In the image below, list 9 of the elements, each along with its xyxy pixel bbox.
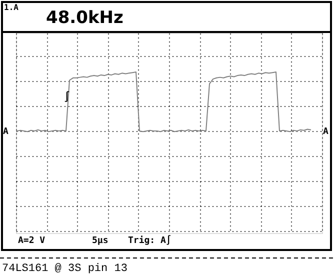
text: Trig: A∫ bbox=[128, 234, 172, 246]
text: A=2 V bbox=[18, 236, 46, 246]
text: 74LS161 @ 3S pin 13 bbox=[2, 263, 128, 275]
text: A bbox=[323, 127, 329, 137]
annotation: ∫ bbox=[64, 91, 70, 103]
text: 5µs bbox=[92, 236, 108, 246]
text: A bbox=[3, 127, 9, 137]
chart-subtitle: 1.A bbox=[4, 3, 19, 12]
chart-title: 48.0kHz bbox=[46, 8, 124, 28]
